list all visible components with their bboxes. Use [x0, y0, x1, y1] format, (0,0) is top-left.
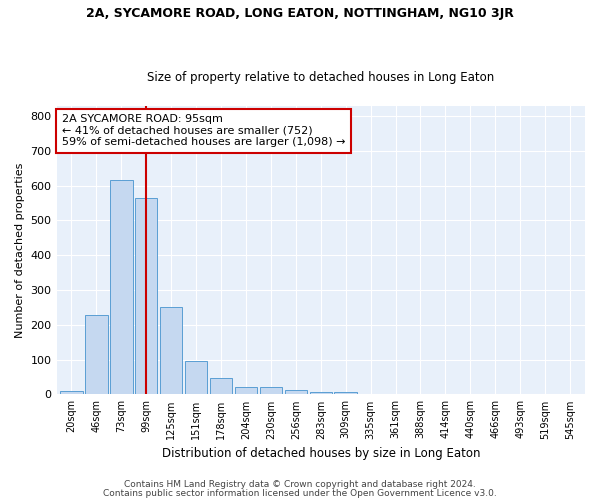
- Title: Size of property relative to detached houses in Long Eaton: Size of property relative to detached ho…: [147, 70, 494, 84]
- Bar: [334, 392, 357, 394]
- Text: Contains public sector information licensed under the Open Government Licence v3: Contains public sector information licen…: [103, 488, 497, 498]
- Bar: [160, 306, 182, 394]
- Bar: [135, 198, 157, 394]
- Text: 2A SYCAMORE ROAD: 95sqm
← 41% of detached houses are smaller (752)
59% of semi-d: 2A SYCAMORE ROAD: 95sqm ← 41% of detache…: [62, 114, 346, 148]
- Text: 2A, SYCAMORE ROAD, LONG EATON, NOTTINGHAM, NG10 3JR: 2A, SYCAMORE ROAD, LONG EATON, NOTTINGHA…: [86, 8, 514, 20]
- Bar: [210, 378, 232, 394]
- Bar: [185, 362, 208, 394]
- Bar: [310, 392, 332, 394]
- Text: Contains HM Land Registry data © Crown copyright and database right 2024.: Contains HM Land Registry data © Crown c…: [124, 480, 476, 489]
- Bar: [260, 387, 282, 394]
- Y-axis label: Number of detached properties: Number of detached properties: [15, 162, 25, 338]
- Bar: [284, 390, 307, 394]
- Bar: [235, 387, 257, 394]
- Bar: [110, 180, 133, 394]
- Bar: [85, 315, 107, 394]
- X-axis label: Distribution of detached houses by size in Long Eaton: Distribution of detached houses by size …: [161, 447, 480, 460]
- Bar: [60, 391, 83, 394]
